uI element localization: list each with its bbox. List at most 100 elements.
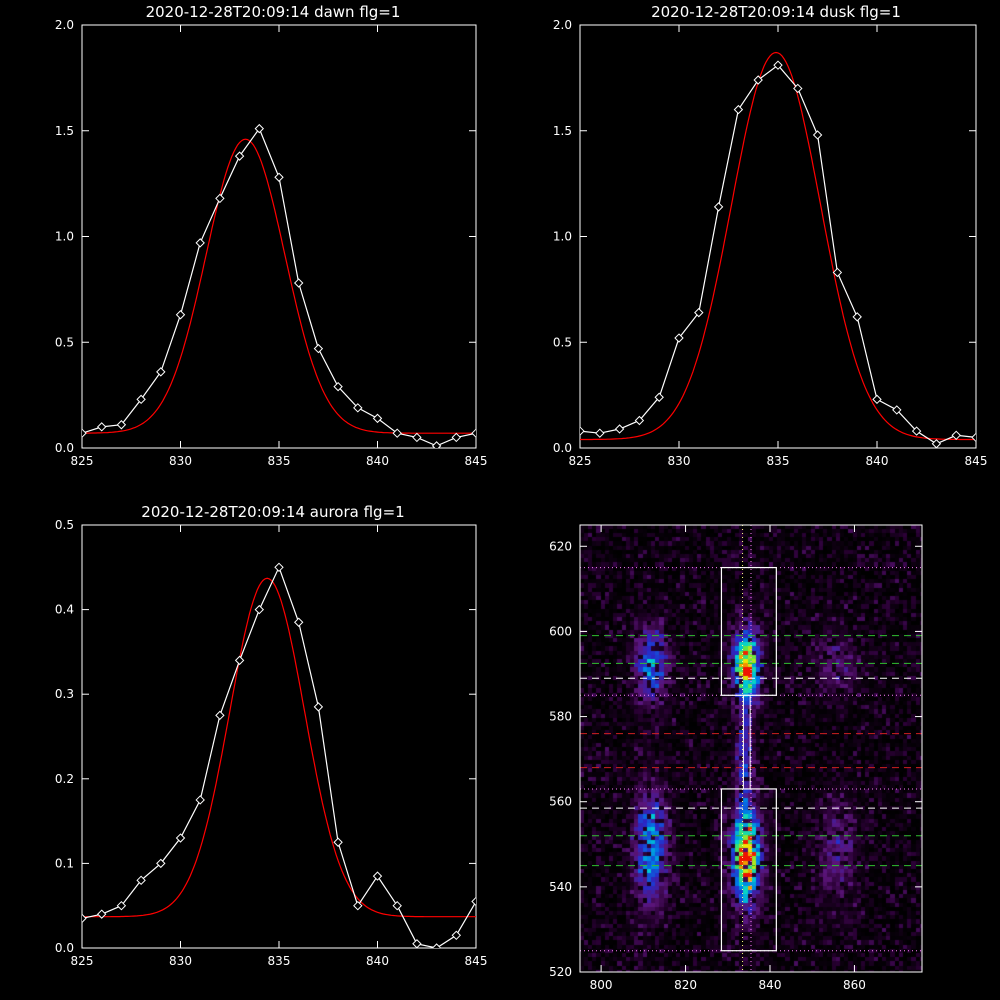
x-tick-label: 840 (759, 978, 782, 992)
data-point (471, 896, 476, 907)
data-point (274, 172, 284, 182)
x-tick-label: 830 (169, 954, 192, 968)
data-point (852, 312, 862, 322)
y-tick-label: 600 (549, 624, 572, 638)
data-point (156, 367, 166, 377)
y-tick-label: 520 (549, 965, 572, 979)
data-point (931, 439, 942, 448)
dawn-title: 2020-12-28T20:09:14 dawn flg=1 (146, 3, 401, 21)
y-tick-label: 0.1 (55, 856, 74, 870)
data-point (175, 310, 186, 320)
data-point (254, 123, 265, 134)
data-point (412, 432, 422, 443)
x-tick-label: 845 (465, 954, 488, 968)
fit-curve (82, 577, 476, 918)
data-point (234, 151, 245, 161)
data-point (892, 405, 902, 415)
data-point (254, 604, 265, 615)
y-tick-label: 0.3 (55, 687, 74, 701)
y-tick-label: 560 (549, 795, 572, 809)
data-point (136, 394, 146, 405)
data-point (353, 403, 363, 413)
y-tick-label: 1.5 (553, 124, 572, 138)
x-tick-label: 845 (965, 454, 988, 468)
x-tick-label: 825 (71, 454, 94, 468)
data-point (451, 432, 462, 443)
data-point (451, 930, 462, 941)
data-point (911, 426, 922, 436)
x-tick-label: 835 (268, 454, 291, 468)
dusk-spectrum-panel: 2020-12-28T20:09:14 dusk flg=1 825 830 835… (553, 3, 988, 468)
y-tick-label: 0.5 (553, 335, 572, 349)
y-tick-label: 0.0 (55, 941, 74, 955)
spectral-image-panel: 800 820 840 860 520 540 560 580 600 620 (549, 524, 923, 992)
y-tick-label: 0.5 (55, 335, 74, 349)
data-point (773, 60, 783, 70)
fit-curve (580, 51, 976, 441)
data-point (234, 655, 245, 666)
data-point (156, 858, 166, 869)
x-tick-label: 825 (71, 954, 94, 968)
data-point (971, 432, 976, 443)
plot-frame (579, 524, 923, 973)
y-tick-label: 2.0 (553, 18, 572, 32)
data-point (634, 415, 645, 426)
y-tick-label: 1.0 (553, 230, 572, 244)
aurora-spectrum-panel: 2020-12-28T20:09:14 aurora flg=1 825 830 8… (55, 503, 488, 968)
y-tick-label: 0.5 (55, 518, 74, 532)
fit-curve (82, 138, 476, 434)
data-point (82, 428, 87, 438)
data-point (471, 428, 476, 438)
x-tick-label: 840 (366, 454, 389, 468)
data-point (431, 441, 442, 448)
data-point (412, 939, 422, 948)
data-point (215, 710, 225, 721)
dusk-title: 2020-12-28T20:09:14 dusk flg=1 (651, 3, 901, 21)
y-tick-label: 580 (549, 710, 572, 724)
data-point (812, 130, 823, 140)
data-point (195, 795, 205, 805)
y-tick-label: 0.0 (553, 441, 572, 455)
x-tick-label: 840 (366, 954, 389, 968)
dawn-spectrum-panel: 2020-12-28T20:09:14 dawn flg=1 825 830 835… (55, 3, 488, 468)
data-point (372, 413, 383, 424)
data-point (293, 278, 304, 288)
y-tick-label: 0.4 (55, 603, 74, 617)
data-point (733, 104, 744, 115)
x-tick-label: 860 (843, 978, 866, 992)
y-tick-label: 1.5 (55, 124, 74, 138)
data-point (175, 833, 186, 843)
data-point (614, 424, 625, 434)
data-point (313, 702, 324, 712)
x-tick-label: 840 (866, 454, 889, 468)
data-point (353, 900, 363, 911)
x-tick-label: 835 (767, 454, 790, 468)
x-tick-label: 825 (569, 454, 592, 468)
selection-box (720, 788, 777, 952)
data-point (793, 83, 803, 94)
data-point (674, 333, 684, 343)
data-point (195, 238, 205, 248)
data-point (333, 837, 343, 847)
data-point (96, 909, 107, 919)
heatmap-image (580, 525, 922, 972)
x-tick-label: 800 (590, 978, 613, 992)
data-point (392, 428, 402, 438)
x-tick-label: 830 (668, 454, 691, 468)
x-tick-label: 820 (674, 978, 697, 992)
data-point (595, 428, 605, 438)
data-point (832, 267, 843, 278)
data-point (392, 900, 402, 911)
data-point (753, 75, 763, 85)
y-tick-label: 2.0 (55, 18, 74, 32)
data-point (136, 875, 146, 886)
data-point (96, 422, 107, 432)
y-tick-label: 0.0 (55, 441, 74, 455)
data-point (215, 193, 225, 204)
data-point (580, 426, 585, 436)
aurora-title: 2020-12-28T20:09:14 aurora flg=1 (141, 503, 404, 521)
x-tick-label: 835 (268, 954, 291, 968)
data-point (872, 394, 882, 405)
y-tick-label: 540 (549, 880, 572, 894)
